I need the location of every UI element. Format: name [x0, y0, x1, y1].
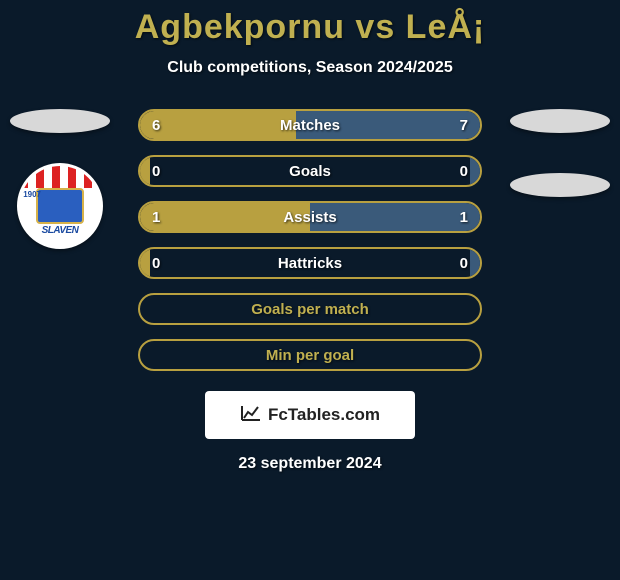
comparison-card: Agbekpornu vs LeÅ¡ Club competitions, Se…: [0, 0, 620, 473]
stat-fill-left: [140, 249, 150, 277]
date-line: 23 september 2024: [0, 455, 620, 473]
stat-label: Hattricks: [278, 255, 342, 272]
stat-value-right: 0: [460, 163, 468, 180]
content-row: 1907 SLAVEN 6 Matches 7 0 Goals 0 1 Assists 1 0 Ha…: [0, 109, 620, 371]
right-player-ellipse: [510, 109, 610, 133]
subtitle: Club competitions, Season 2024/2025: [0, 59, 620, 77]
empty-bar-min-per-goal: Min per goal: [138, 339, 482, 371]
stat-value-left: 1: [152, 209, 160, 226]
empty-bar-label: Goals per match: [251, 301, 369, 318]
stat-value-left: 0: [152, 163, 160, 180]
stat-fill-left: [140, 111, 296, 139]
stat-value-left: 0: [152, 255, 160, 272]
left-club-logo: 1907 SLAVEN: [17, 163, 103, 249]
logo-club-name: SLAVEN: [20, 225, 100, 236]
logo-shield-mid: [36, 188, 84, 223]
stat-bar-matches: 6 Matches 7: [138, 109, 482, 141]
stat-bar-assists: 1 Assists 1: [138, 201, 482, 233]
stat-label: Matches: [280, 117, 340, 134]
stat-fill-right: [470, 157, 480, 185]
brand-text: FcTables.com: [268, 405, 380, 425]
empty-bar-goals-per-match: Goals per match: [138, 293, 482, 325]
page-title: Agbekpornu vs LeÅ¡: [0, 8, 620, 47]
club-logo-graphic: 1907 SLAVEN: [20, 166, 100, 246]
stat-value-left: 6: [152, 117, 160, 134]
stat-bar-goals: 0 Goals 0: [138, 155, 482, 187]
left-side-col: 1907 SLAVEN: [0, 109, 120, 249]
stat-label: Goals: [289, 163, 331, 180]
stat-value-right: 7: [460, 117, 468, 134]
right-side-col: [500, 109, 620, 197]
stat-value-right: 0: [460, 255, 468, 272]
stat-bars-col: 6 Matches 7 0 Goals 0 1 Assists 1 0 Hattricks 0 Goal…: [120, 109, 500, 371]
stat-fill-right: [470, 249, 480, 277]
right-club-ellipse: [510, 173, 610, 197]
stat-bar-hattricks: 0 Hattricks 0: [138, 247, 482, 279]
stat-label: Assists: [283, 209, 336, 226]
stat-fill-left: [140, 157, 150, 185]
brand-box[interactable]: FcTables.com: [205, 391, 415, 439]
empty-bar-label: Min per goal: [266, 347, 354, 364]
logo-checker-top: [20, 166, 100, 188]
brand-icon: [240, 404, 262, 427]
stat-value-right: 1: [460, 209, 468, 226]
left-player-ellipse: [10, 109, 110, 133]
logo-year: 1907: [23, 190, 41, 199]
